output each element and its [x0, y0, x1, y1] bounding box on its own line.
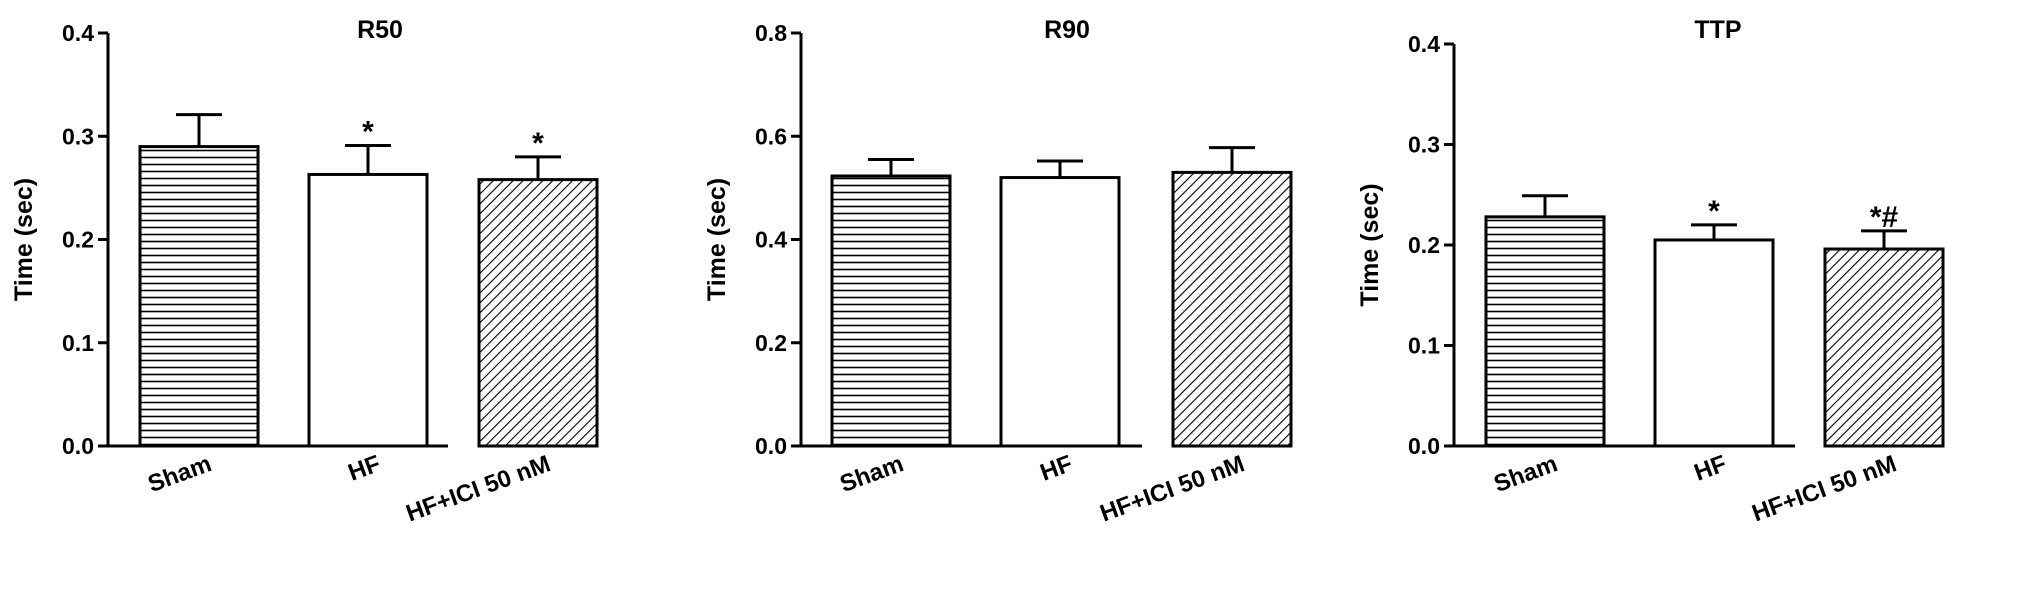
bar-hf-ici-50-nm	[1823, 247, 1945, 448]
bar-hf	[1653, 238, 1775, 448]
bar-hf-ici-50-nm	[1171, 170, 1293, 448]
y-tick-label: 0.0	[755, 433, 787, 459]
x-tick-label: HF+ICI 50 nM	[403, 450, 554, 527]
y-tick-label: 0.3	[62, 123, 94, 149]
y-tick-label: 0.2	[755, 330, 787, 356]
significance-marker: *#	[1870, 201, 1899, 234]
x-tick-label: Sham	[836, 450, 907, 498]
y-tick-label: 0.0	[1408, 433, 1440, 459]
bar-sham	[1484, 215, 1606, 448]
y-axis-label: Time (sec)	[10, 178, 38, 301]
significance-marker: *	[532, 127, 544, 160]
y-tick-label: 0.4	[755, 227, 787, 253]
chart-1: R90 Time (sec) 0.0 0.2 0.4 0.6 0.8 Sham HF HF+ICI…	[703, 16, 1293, 527]
x-tick-label: HF	[1037, 450, 1076, 486]
x-tick-label: HF+ICI 50 nM	[1097, 450, 1248, 527]
bar-sham	[830, 174, 952, 448]
chart-0: R50 Time (sec) * * 0.0 0.1 0.2 0.3 0.4 Sham HF HF+I…	[10, 16, 599, 527]
y-tick-label: 0.1	[1408, 333, 1440, 359]
x-tick-label: Sham	[1490, 450, 1561, 498]
y-tick-label: 0.8	[755, 20, 787, 46]
bar-sham	[138, 145, 260, 448]
charts: R50 Time (sec) * * 0.0 0.1 0.2 0.3 0.4 Sham HF HF+I…	[10, 16, 1945, 527]
x-tick-label: HF	[1691, 450, 1730, 486]
significance-marker: *	[362, 116, 374, 149]
bar-hf	[999, 176, 1121, 448]
y-tick-label: 0.4	[62, 20, 94, 46]
chart-title: R90	[1044, 16, 1090, 44]
bar-hf	[307, 172, 429, 448]
y-tick-label: 0.1	[62, 330, 94, 356]
y-tick-label: 0.0	[62, 433, 94, 459]
x-tick-label: HF+ICI 50 nM	[1749, 450, 1900, 527]
x-tick-label: HF	[345, 450, 384, 486]
x-tick-label: Sham	[144, 450, 215, 498]
y-axis-label: Time (sec)	[1356, 183, 1384, 306]
bar-hf-ici-50-nm	[477, 178, 599, 448]
y-axis-label: Time (sec)	[703, 178, 731, 301]
y-tick-label: 0.2	[62, 227, 94, 253]
y-tick-label: 0.4	[1408, 31, 1440, 57]
y-tick-label: 0.6	[755, 123, 787, 149]
chart-title: R50	[357, 16, 403, 44]
chart-title: TTP	[1694, 16, 1741, 44]
y-tick-label: 0.3	[1408, 132, 1440, 158]
y-tick-label: 0.2	[1408, 232, 1440, 258]
chart-2: TTP Time (sec) * *# 0.0 0.1 0.2 0.3 0.4 Sham HF HF+…	[1356, 16, 1945, 527]
significance-marker: *	[1708, 195, 1720, 228]
